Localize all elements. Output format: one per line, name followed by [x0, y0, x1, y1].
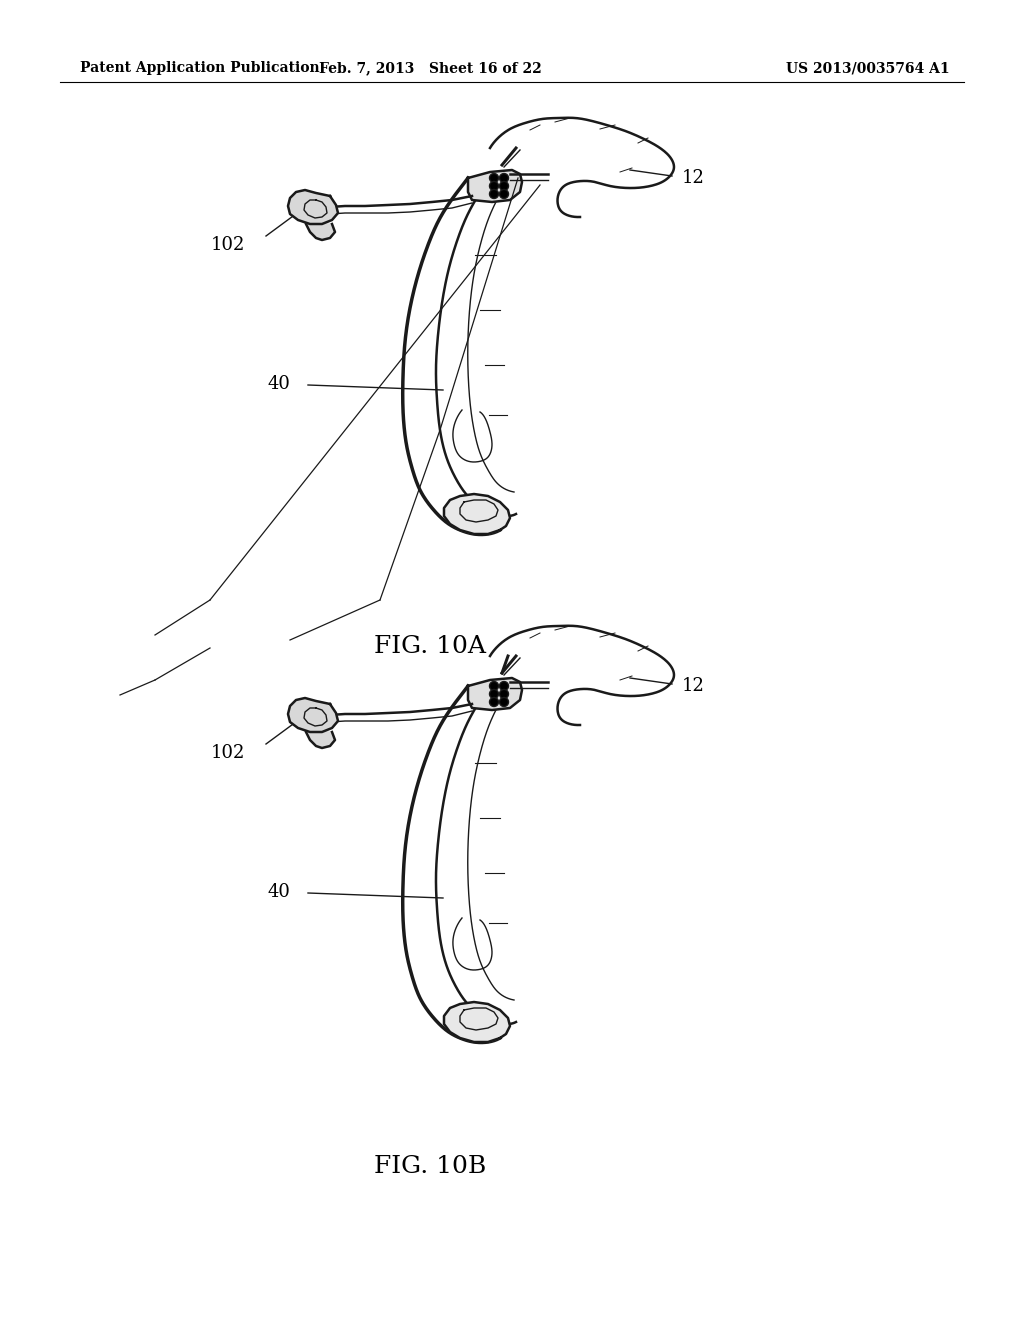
- Circle shape: [500, 173, 509, 182]
- Polygon shape: [306, 733, 335, 748]
- Circle shape: [500, 697, 509, 706]
- Polygon shape: [306, 224, 335, 240]
- Circle shape: [489, 190, 499, 198]
- Polygon shape: [468, 170, 522, 202]
- Circle shape: [489, 697, 499, 706]
- Polygon shape: [288, 190, 338, 224]
- Text: Feb. 7, 2013   Sheet 16 of 22: Feb. 7, 2013 Sheet 16 of 22: [318, 61, 542, 75]
- Text: 40: 40: [267, 883, 290, 902]
- Circle shape: [500, 181, 509, 190]
- Polygon shape: [444, 494, 510, 535]
- Text: Patent Application Publication: Patent Application Publication: [80, 61, 319, 75]
- Circle shape: [489, 681, 499, 690]
- Circle shape: [489, 181, 499, 190]
- Text: 12: 12: [682, 677, 705, 696]
- Text: 102: 102: [211, 236, 245, 253]
- Text: 40: 40: [267, 375, 290, 393]
- Polygon shape: [468, 678, 522, 710]
- Text: FIG. 10A: FIG. 10A: [374, 635, 486, 657]
- Circle shape: [500, 190, 509, 198]
- Circle shape: [489, 173, 499, 182]
- Circle shape: [489, 689, 499, 698]
- Text: 12: 12: [682, 169, 705, 187]
- Circle shape: [500, 689, 509, 698]
- Text: US 2013/0035764 A1: US 2013/0035764 A1: [786, 61, 950, 75]
- Text: FIG. 10B: FIG. 10B: [374, 1155, 486, 1177]
- Text: 102: 102: [211, 744, 245, 762]
- Polygon shape: [288, 698, 338, 733]
- Circle shape: [500, 681, 509, 690]
- Polygon shape: [444, 1002, 510, 1041]
